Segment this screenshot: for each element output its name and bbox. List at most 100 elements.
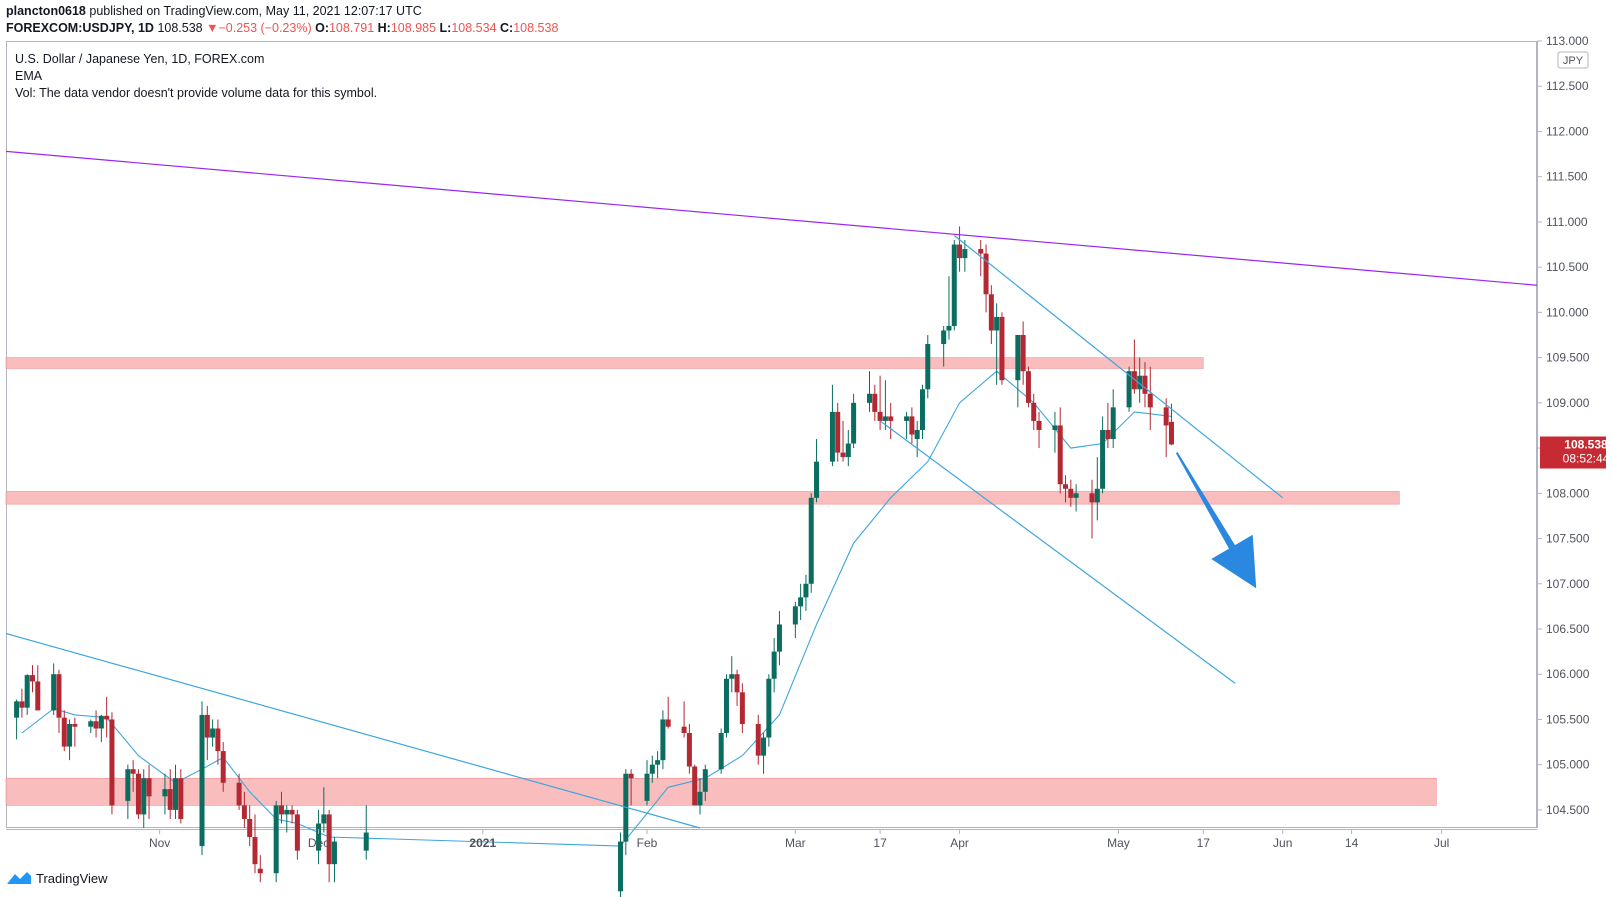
currency-badge[interactable]: JPY: [1557, 51, 1589, 69]
support-resistance-zone[interactable]: [5, 357, 1204, 369]
y-tick-label: 113.000: [1546, 34, 1589, 48]
x-tick-label: Jun: [1273, 836, 1292, 850]
candle-body: [792, 606, 798, 625]
candle-body: [697, 791, 703, 806]
candle-body: [867, 393, 873, 403]
candle-body: [1137, 375, 1143, 390]
candle-body: [723, 678, 729, 734]
candle-body: [167, 789, 173, 810]
x-tick-label: Jul: [1434, 836, 1449, 850]
candle-body: [125, 769, 131, 801]
candle-body: [1105, 429, 1111, 440]
y-tick-label: 106.000: [1546, 667, 1590, 681]
tradingview-footer[interactable]: TradingView: [6, 870, 108, 886]
candle-body: [957, 244, 963, 259]
candle-body: [321, 814, 327, 824]
candle-body: [241, 805, 247, 819]
candle-body: [1036, 420, 1042, 430]
trend-line[interactable]: [5, 150, 1538, 286]
candle-body: [649, 764, 655, 774]
candle-body: [61, 717, 67, 747]
y-tick-label: 108.000: [1546, 486, 1590, 500]
candle-body: [835, 411, 841, 453]
trend-line[interactable]: [953, 235, 1284, 499]
candle-body: [252, 837, 258, 865]
ohlc-line: FOREXCOM:USDJPY, 1D 108.538 ▼−0.253 (−0.…: [6, 21, 558, 35]
candle-body: [1068, 488, 1074, 498]
candle-body: [93, 721, 99, 729]
candle-body: [739, 692, 745, 724]
candle-body: [1142, 375, 1148, 394]
candle-body: [29, 675, 35, 682]
candle-body: [692, 766, 698, 806]
candle-body: [845, 443, 851, 458]
candle-body: [326, 814, 332, 865]
candle-body: [316, 823, 322, 851]
publisher-line: plancton0618 published on TradingView.co…: [6, 4, 422, 18]
candle-body: [655, 760, 661, 765]
tradingview-logo-icon: [7, 872, 31, 884]
trend-line[interactable]: [879, 420, 1236, 684]
candle-body: [771, 651, 777, 679]
candle-body: [1100, 429, 1106, 489]
y-tick-label: 105.000: [1546, 758, 1590, 772]
y-tick-label: 112.000: [1546, 124, 1589, 138]
y-tick-label: 105.500: [1546, 712, 1590, 726]
x-tick-label: 2021: [469, 836, 496, 850]
legend-volume-note: Vol: The data vendor doesn't provide vol…: [15, 86, 378, 100]
support-resistance-zone[interactable]: [5, 777, 1437, 806]
candle-body: [904, 416, 910, 421]
candle-body: [946, 325, 952, 331]
candle-body: [951, 244, 957, 326]
candle-body: [67, 723, 73, 747]
candle-body: [210, 728, 216, 738]
candle-body: [999, 316, 1005, 381]
candle-body: [882, 416, 888, 421]
x-tick-label: 14: [1345, 836, 1359, 850]
candle-body: [14, 701, 20, 718]
candle-body: [104, 715, 110, 720]
y-tick-label: 109.500: [1546, 351, 1590, 365]
candle-body: [718, 733, 724, 770]
y-tick-label: 107.000: [1546, 577, 1590, 591]
down-arrow-icon[interactable]: [1175, 452, 1257, 589]
candle-body: [141, 778, 147, 815]
candle-body: [1126, 371, 1132, 408]
support-resistance-zone[interactable]: [5, 491, 1400, 505]
candle-body: [618, 841, 624, 892]
candle-body: [199, 714, 205, 847]
trend-line[interactable]: [5, 632, 701, 829]
published-text: published on TradingView.com, May 11, 20…: [85, 4, 422, 18]
candle-body: [729, 674, 735, 679]
candle-body: [146, 778, 152, 797]
candle-body: [644, 773, 650, 801]
candle-body: [840, 452, 846, 458]
y-tick-label: 111.000: [1546, 215, 1588, 229]
candle-body: [1020, 334, 1026, 372]
candle-body: [919, 389, 925, 430]
candle-body: [803, 583, 809, 598]
candle-body: [1052, 425, 1058, 430]
candle-body: [1063, 484, 1069, 489]
candle-body: [734, 674, 740, 693]
candle-body: [1110, 407, 1116, 440]
candle-body: [755, 723, 761, 756]
ema-line: [21, 370, 1172, 847]
y-tick-label: 110.500: [1546, 260, 1589, 274]
candle-body: [56, 674, 62, 718]
candle-body: [808, 497, 814, 584]
x-tick-label: Mar: [785, 836, 806, 850]
candle-body: [988, 294, 994, 331]
candle-body: [909, 416, 915, 435]
close-value: 108.538: [513, 21, 559, 35]
candle-body: [363, 832, 369, 851]
candle-body: [24, 675, 30, 708]
candle-body: [1015, 334, 1021, 381]
candle-body: [284, 809, 290, 815]
last-price-badge: 108.538 08:52:44: [1540, 436, 1610, 469]
x-tick-label: Feb: [637, 836, 658, 850]
legend-ema[interactable]: EMA: [15, 69, 43, 83]
author-name[interactable]: plancton0618: [6, 4, 86, 18]
candle-body: [1025, 371, 1031, 403]
